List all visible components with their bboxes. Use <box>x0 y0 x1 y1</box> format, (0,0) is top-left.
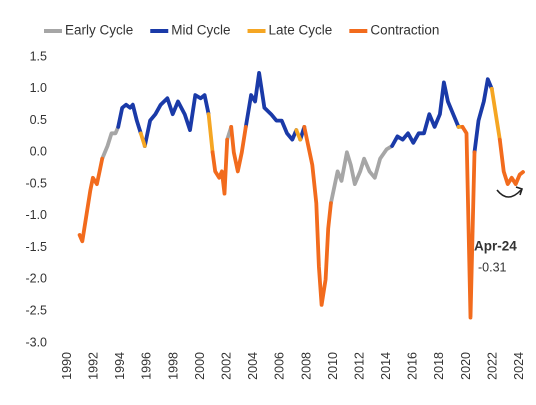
y-tick-label: -1.0 <box>25 208 47 222</box>
x-tick-label: 2014 <box>379 352 393 380</box>
y-tick-label: -2.0 <box>25 272 47 286</box>
series-line <box>138 86 502 155</box>
y-tick-label: 1.0 <box>30 81 47 95</box>
y-tick-label: -2.5 <box>25 304 47 318</box>
x-tick-label: 2018 <box>432 352 446 380</box>
x-tick-label: 1998 <box>166 352 180 380</box>
x-tick-label: 1992 <box>87 352 101 380</box>
legend-label: Mid Cycle <box>171 23 230 38</box>
series-line <box>77 125 525 320</box>
x-tick-label: 2020 <box>459 352 473 380</box>
x-tick-label: 2022 <box>485 352 499 380</box>
series-line <box>116 71 494 155</box>
legend-label: Late Cycle <box>269 23 333 38</box>
x-tick-label: 2004 <box>246 352 260 380</box>
x-tick-label: 2024 <box>512 352 526 380</box>
x-tick-label: 2006 <box>273 352 287 380</box>
y-tick-label: -3.0 <box>25 335 47 349</box>
x-tick-label: 1996 <box>140 352 154 380</box>
legend-label: Early Cycle <box>65 23 133 38</box>
x-tick-label: 2000 <box>193 352 207 380</box>
x-tick-label: 2010 <box>326 352 340 380</box>
annotation-value: -0.31 <box>478 260 507 274</box>
x-tick-label: 1994 <box>113 352 127 380</box>
x-tick-label: 1990 <box>60 352 74 380</box>
x-tick-label: 2008 <box>299 352 313 380</box>
legend-label: Contraction <box>370 23 439 38</box>
annotation-arrowhead <box>515 186 524 196</box>
annotation-arrow <box>496 189 522 198</box>
x-tick-label: 2016 <box>406 352 420 380</box>
annotation-date: Apr-24 <box>474 239 517 254</box>
y-tick-label: -0.5 <box>25 176 47 190</box>
y-tick-label: 1.5 <box>30 49 47 63</box>
y-tick-label: 0.0 <box>30 145 47 159</box>
y-tick-label: 0.5 <box>30 113 47 127</box>
y-tick-label: -1.5 <box>25 240 47 254</box>
x-tick-label: 2012 <box>352 352 366 380</box>
x-tick-label: 2002 <box>219 352 233 380</box>
